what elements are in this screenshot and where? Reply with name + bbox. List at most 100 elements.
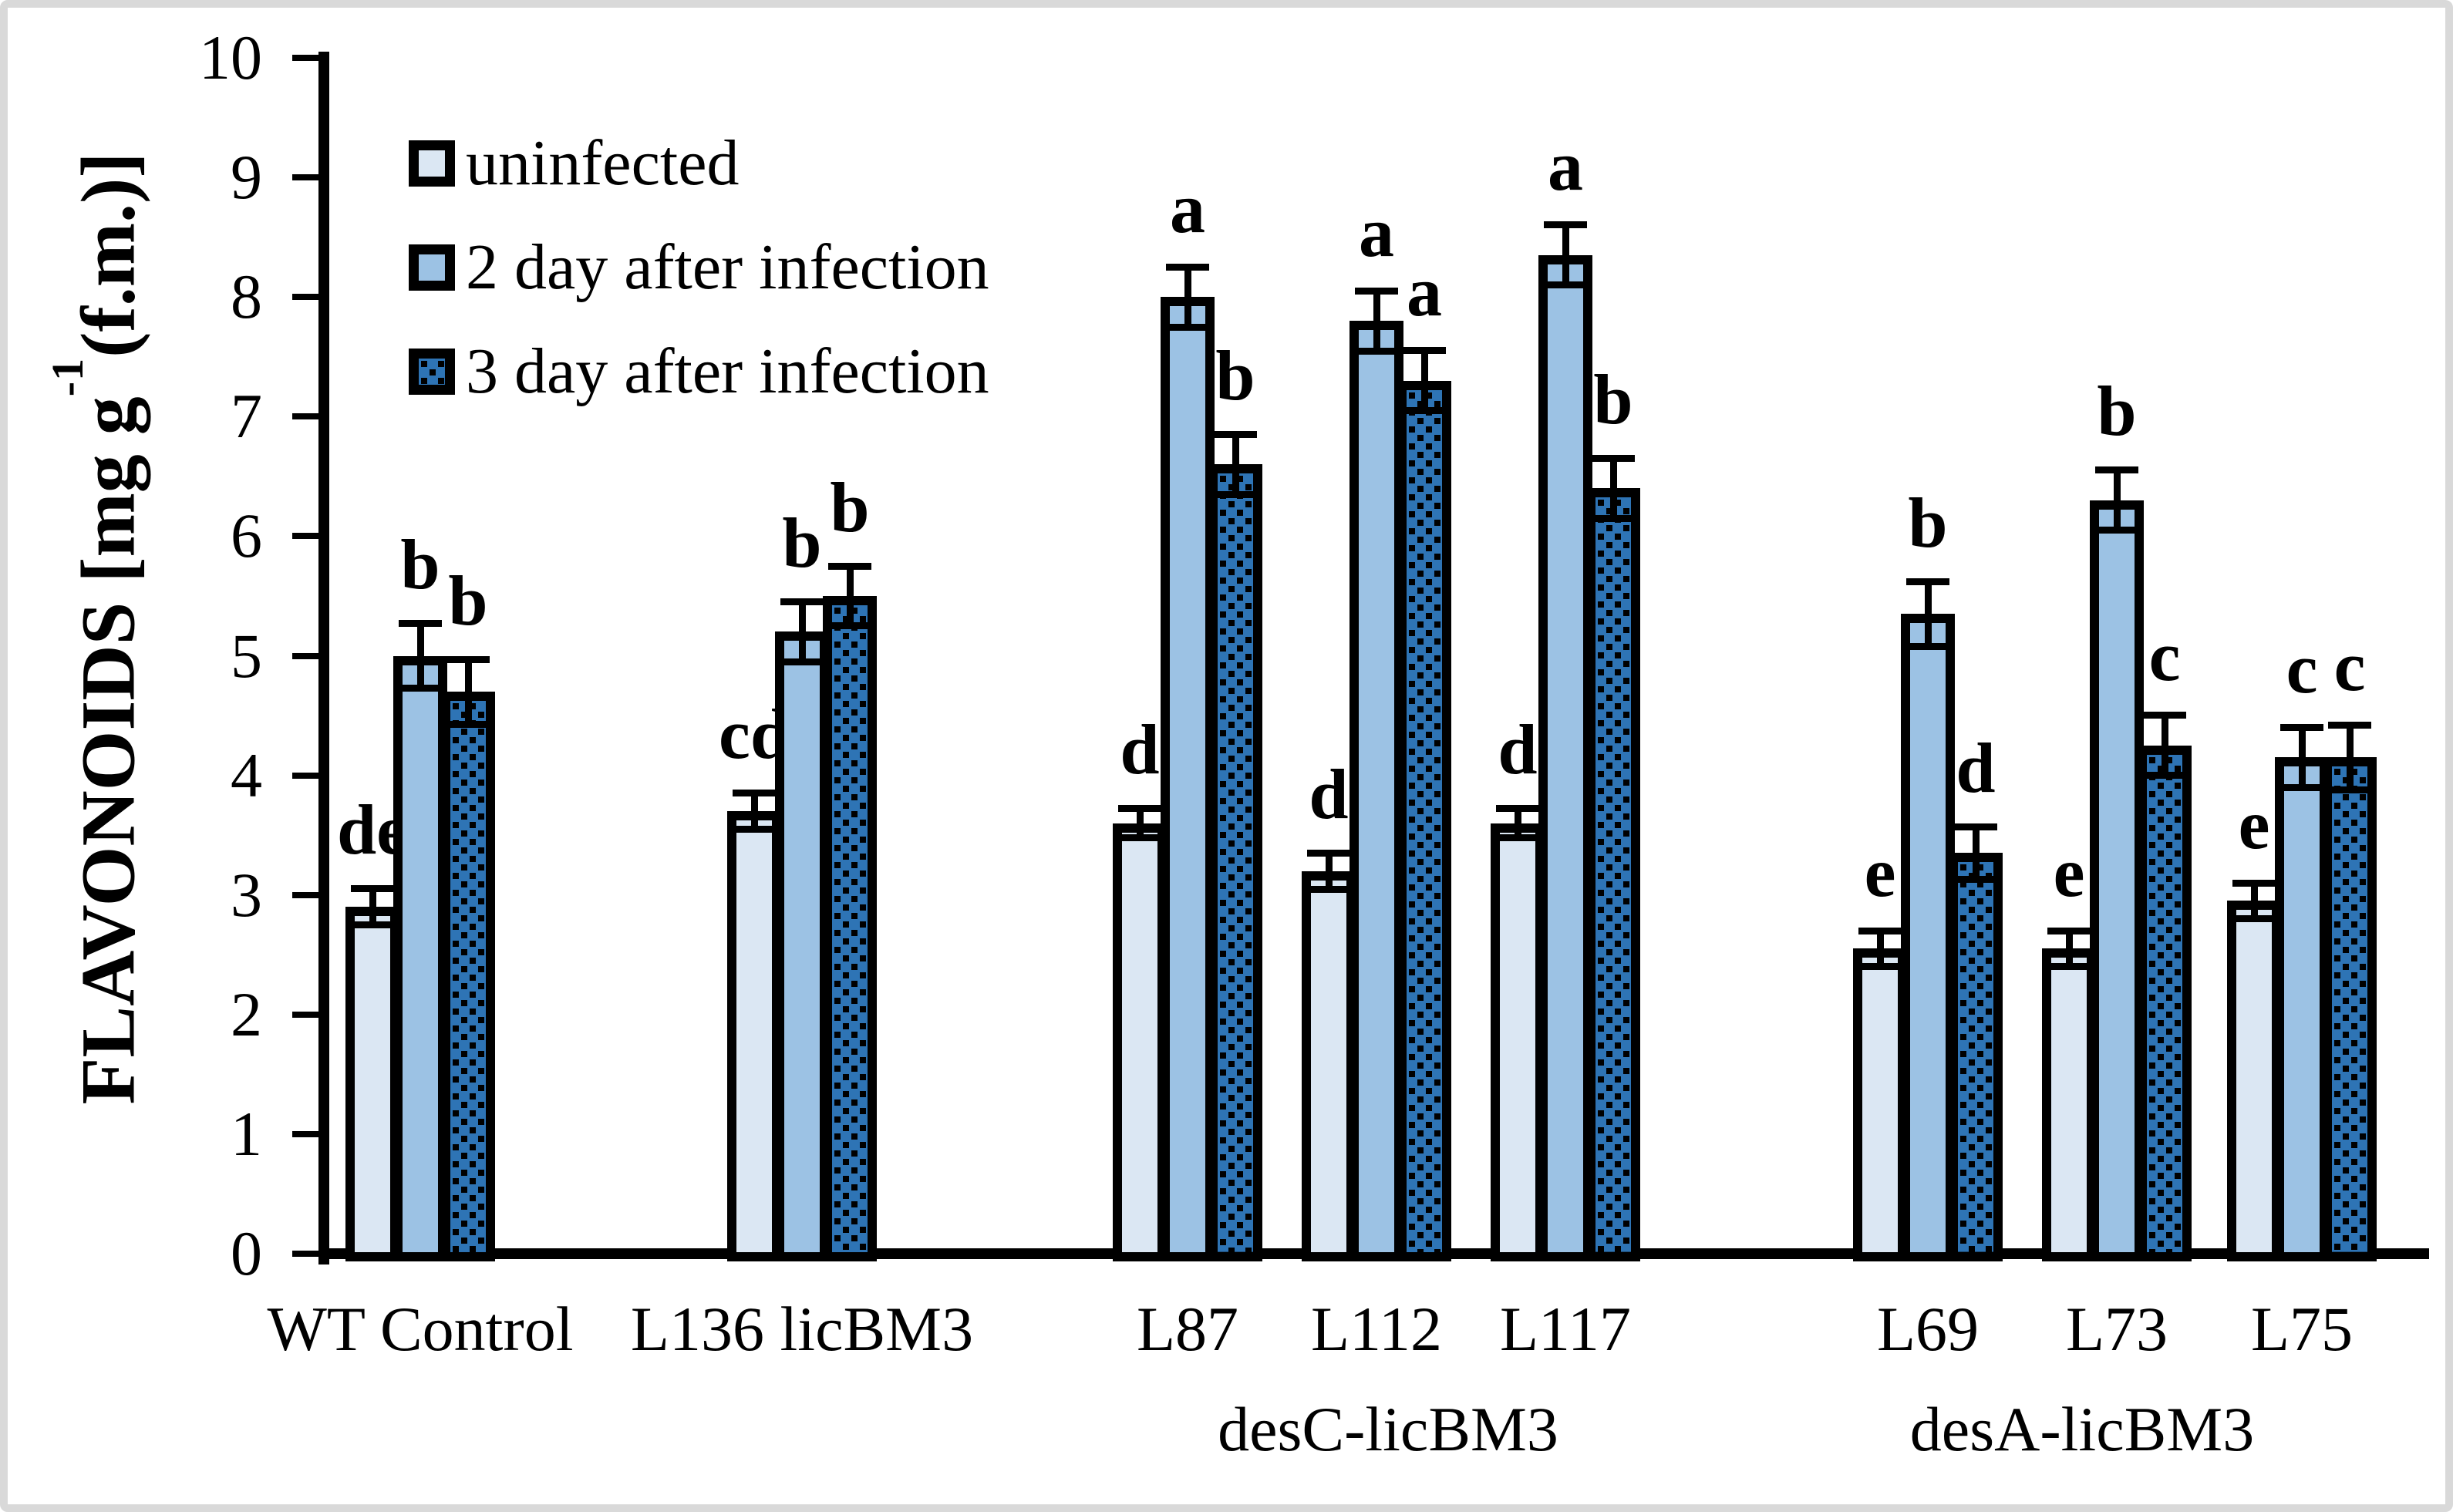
error-bar-cap-bottom — [1307, 885, 1350, 893]
error-bar-cap-bottom — [1355, 347, 1398, 355]
error-bar-cap-bottom — [1118, 833, 1161, 841]
bar-l112-s1 — [1302, 870, 1356, 1261]
significance-letter: a — [1548, 126, 1583, 206]
error-bar-cap-bottom — [446, 720, 490, 728]
error-bar-cap-top — [1403, 347, 1446, 355]
error-bar-cap-top — [1496, 805, 1539, 813]
error-bar-line — [1232, 430, 1239, 498]
significance-letter: d — [1309, 754, 1349, 833]
error-bar-cap-bottom — [1166, 323, 1209, 331]
x-axis-label: L112 — [1310, 1294, 1443, 1364]
plot-area: 0 1 2 3 4 5 6 7 8 9 10 de b b WT Control cd b b L136 licBM… — [8, 8, 2445, 1504]
error-bar-cap-top — [1355, 287, 1398, 295]
significance-letter: c — [2333, 626, 2366, 705]
error-bar-cap-bottom — [351, 921, 394, 929]
x-axis-label: L75 — [2250, 1294, 2354, 1364]
y-tick-label: 9 — [231, 142, 262, 213]
error-bar-cap-top — [2095, 466, 2138, 474]
bar-wt-control-s1 — [345, 907, 399, 1261]
y-tick-label: 3 — [231, 859, 262, 930]
y-tick-label: 8 — [231, 261, 262, 332]
bar-l73-s2 — [2090, 500, 2144, 1261]
error-bar-line — [1610, 454, 1617, 522]
y-axis-tick — [292, 1011, 324, 1018]
error-bar-cap-bottom — [2328, 786, 2371, 793]
y-axis-tick — [292, 533, 324, 540]
x-axis-label: L87 — [1136, 1294, 1239, 1364]
significance-letter: e — [2238, 784, 2270, 864]
y-axis-tick — [292, 174, 324, 181]
bar-l117-s1 — [1491, 823, 1545, 1261]
error-bar-cap-bottom — [1954, 876, 1997, 884]
error-bar-line — [1877, 927, 1884, 971]
error-bar-line — [1373, 287, 1380, 355]
error-bar-cap-top — [1307, 849, 1350, 857]
legend-label-1: uninfected — [466, 127, 740, 199]
legend-item-1: uninfected — [409, 131, 740, 196]
dotted-fill — [1958, 862, 1993, 1252]
significance-letter: d — [1120, 710, 1160, 790]
dotted-fill — [1218, 473, 1253, 1252]
dotted-fill — [450, 701, 486, 1252]
error-bar-line — [2299, 723, 2306, 791]
bar-l75-s1 — [2227, 901, 2281, 1261]
y-tick-label: 10 — [199, 22, 262, 93]
y-axis-tick — [292, 772, 324, 779]
error-bar-cap-bottom — [780, 658, 824, 665]
error-bar-cap-bottom — [1214, 490, 1257, 498]
error-bar-line — [1973, 823, 1980, 884]
dotted-fill — [832, 604, 868, 1252]
error-bar-cap-bottom — [1496, 833, 1539, 841]
legend-item-2: 2 day after infection — [409, 235, 989, 300]
bar-l73-s1 — [2042, 948, 2096, 1261]
x-axis-cluster-label: desA-licBM3 — [1909, 1394, 2255, 1464]
error-bar-cap-top — [2232, 879, 2276, 887]
error-bar-line — [799, 598, 806, 665]
significance-letter: b — [2097, 372, 2137, 451]
x-axis-label: WT Control — [267, 1294, 574, 1364]
dotted-fill — [1407, 389, 1442, 1252]
error-bar-cap-bottom — [2095, 527, 2138, 534]
error-bar-cap-top — [1166, 263, 1209, 271]
y-axis-tick — [292, 1130, 324, 1137]
error-bar-line — [2114, 466, 2121, 534]
legend-swatch-3 — [409, 349, 455, 395]
y-axis-tick — [292, 294, 324, 301]
significance-letter: b — [448, 561, 488, 640]
bar-l112-s3 — [1397, 380, 1451, 1261]
bar-l69-s2 — [1901, 614, 1955, 1261]
error-bar-line — [369, 885, 376, 929]
significance-letter: b — [400, 524, 440, 604]
bar-l136-licbm3-s2 — [775, 631, 829, 1261]
significance-letter: c — [2148, 617, 2181, 696]
y-tick-label: 4 — [231, 739, 262, 810]
significance-letter: c — [2286, 628, 2318, 708]
error-bar-cap-top — [1592, 454, 1635, 462]
bar-l75-s2 — [2275, 757, 2329, 1261]
significance-letter: b — [1593, 359, 1633, 439]
error-bar-line — [465, 655, 472, 728]
significance-letter: a — [1170, 168, 1205, 248]
error-bar-cap-top — [1214, 430, 1257, 438]
error-bar-cap-bottom — [733, 826, 776, 833]
error-bar-cap-bottom — [1906, 642, 1949, 650]
legend-swatch-2 — [409, 244, 455, 291]
error-bar-line — [417, 619, 424, 692]
significance-letter: e — [2053, 832, 2085, 911]
bar-wt-control-s3 — [441, 692, 495, 1261]
significance-letter: b — [782, 503, 822, 583]
y-axis-tick — [292, 55, 324, 61]
significance-letter: d — [1498, 710, 1538, 790]
x-axis-label: L73 — [2065, 1294, 2168, 1364]
y-axis-tick — [292, 891, 324, 898]
error-bar-cap-top — [1118, 805, 1161, 813]
bar-l75-s3 — [2323, 757, 2377, 1261]
legend-item-3: 3 day after infection — [409, 339, 989, 404]
error-bar-cap-top — [2143, 712, 2186, 719]
significance-letter: a — [1407, 252, 1442, 332]
significance-letter: b — [1908, 483, 1948, 562]
legend-label-2: 2 day after infection — [466, 231, 989, 303]
x-axis-cluster-label: desC-licBM3 — [1218, 1394, 1558, 1464]
error-bar-line — [847, 562, 854, 630]
